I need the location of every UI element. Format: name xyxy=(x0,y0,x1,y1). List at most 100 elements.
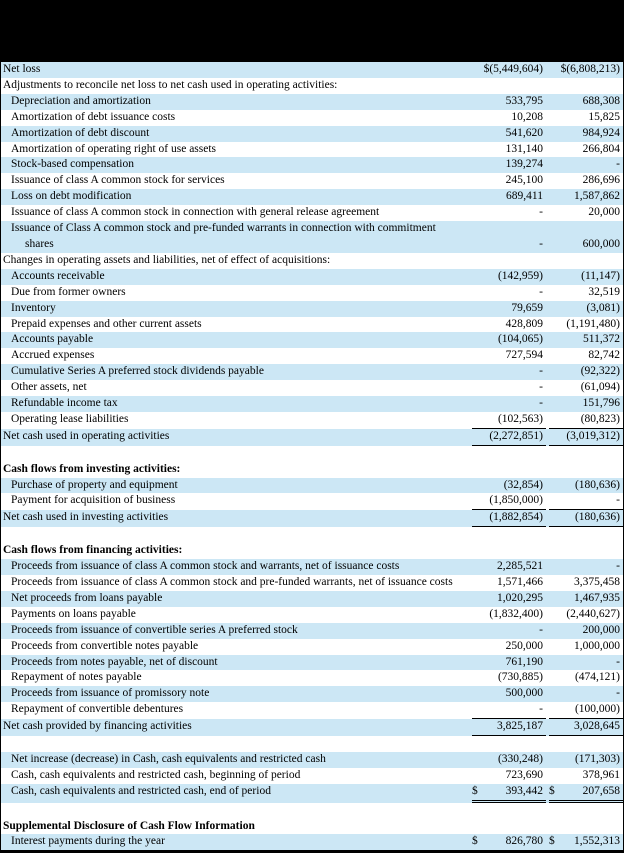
amount-value: - xyxy=(539,285,543,298)
row-label: Repayment of notes payable xyxy=(11,671,142,684)
table-row: Net proceeds from loans payable 1,020,295… xyxy=(1,590,623,607)
amount-value: (92,322) xyxy=(580,365,620,378)
amount-value: (474,121) xyxy=(574,671,620,684)
amount-value: (180,636) xyxy=(574,511,620,524)
table-row: Net cash used in operating activities (2,… xyxy=(1,428,623,446)
row-label: Issuance of class A common stock in conn… xyxy=(11,206,380,219)
row-label: Interest payments during the year xyxy=(11,835,165,848)
amount-value: 1,467,935 xyxy=(574,591,620,604)
row-label: Proceeds from issuance of class A common… xyxy=(11,560,400,573)
amount-value: - xyxy=(539,365,543,378)
amount-cell-col2: (1,191,480) xyxy=(549,317,623,333)
amount-value: 727,594 xyxy=(505,349,543,362)
table-row: Inventory 79,659 (3,081) xyxy=(1,300,623,317)
amount-cell-col1: (330,248) xyxy=(472,752,546,768)
row-label: Purchase of property and equipment xyxy=(11,478,178,491)
amount-value: - xyxy=(616,158,620,171)
amount-cell-col1 xyxy=(472,253,546,269)
amount-value: - xyxy=(616,655,620,668)
table-row: Cash, cash equivalents and restricted ca… xyxy=(1,767,623,784)
row-label: Stock-based compensation xyxy=(11,158,134,171)
amount-cell-col2: 1,467,935 xyxy=(549,591,623,607)
amount-value: - xyxy=(539,623,543,636)
row-label: Changes in operating assets and liabilit… xyxy=(3,253,331,266)
amount-cell-col1: (2,272,851) xyxy=(472,429,546,446)
amount-cell-col2: $(6,808,213) xyxy=(549,62,623,78)
row-label: Payments on loans payable xyxy=(11,607,136,620)
row-label: Net proceeds from loans payable xyxy=(11,591,163,604)
amount-value: 1,020,295 xyxy=(497,591,543,604)
table-row: Net cash provided by financing activitie… xyxy=(1,719,623,737)
amount-cell-col1: 10,208 xyxy=(472,110,546,126)
table-row: Payments on loans payable (1,832,400) (2,4… xyxy=(1,606,623,623)
amount-cell-col2: (11,147) xyxy=(549,269,623,285)
dollar-sign: $ xyxy=(549,784,555,797)
amount-value: (1,832,400) xyxy=(489,607,543,620)
amount-cell-col2: (171,303) xyxy=(549,752,623,768)
row-label: Repayment of convertible debentures xyxy=(11,703,184,716)
amount-value: (180,636) xyxy=(574,478,620,491)
row-label: Operating lease liabilities xyxy=(11,412,129,425)
dollar-sign: $ xyxy=(549,835,555,848)
table-row: Accrued expenses 727,594 82,742 xyxy=(1,348,623,365)
amount-cell-col2 xyxy=(549,543,623,559)
row-label: Refundable income tax xyxy=(11,397,118,410)
row-label: Supplemental Disclosure of Cash Flow Inf… xyxy=(3,819,255,832)
amount-cell-col1: 3,825,187 xyxy=(472,719,546,737)
amount-cell-col2 xyxy=(549,78,623,94)
amount-value: - xyxy=(616,560,620,573)
amount-value: - xyxy=(616,494,620,507)
amount-cell-col1: 131,140 xyxy=(472,142,546,158)
amount-cell-col2: - xyxy=(549,559,623,575)
amount-cell-col1: 1,020,295 xyxy=(472,591,546,607)
amount-value: (2,272,851) xyxy=(489,429,543,442)
table-row: Accounts payable (104,065) 511,372 xyxy=(1,332,623,349)
amount-value: (1,850,000) xyxy=(489,494,543,507)
table-row: Amortization of debt discount 541,620 984,… xyxy=(1,125,623,142)
amount-cell-col1 xyxy=(472,819,546,835)
row-label: Loss on debt modification xyxy=(11,190,132,203)
amount-value: 3,825,187 xyxy=(497,720,543,733)
amount-value: (32,854) xyxy=(503,478,543,491)
amount-value: 428,809 xyxy=(505,317,543,330)
table-row: Net cash used in investing activities (1,… xyxy=(1,510,623,528)
amount-value: 688,308 xyxy=(582,94,620,107)
amount-value: 826,780 xyxy=(505,835,543,848)
table-row: Interest payments during the year $826,78… xyxy=(1,834,623,851)
amount-cell-col1: 250,000 xyxy=(472,639,546,655)
row-label: Net loss xyxy=(3,63,41,75)
amount-value: 1,552,313 xyxy=(574,835,620,848)
row-label: Cash, cash equivalents and restricted ca… xyxy=(11,784,271,797)
row-label: Issuance of Class A common stock and pre… xyxy=(11,222,436,250)
amount-cell-col2: 20,000 xyxy=(549,205,623,221)
amount-value: $(6,808,213) xyxy=(560,63,620,75)
amount-value: 500,000 xyxy=(505,687,543,700)
amount-value: 1,571,466 xyxy=(497,575,543,588)
table-row: Accounts receivable (142,959) (11,147) xyxy=(1,268,623,285)
amount-cell-col1: $393,442 xyxy=(472,784,546,803)
row-label: Adjustments to reconcile net loss to net… xyxy=(3,78,338,91)
amount-value: 266,804 xyxy=(582,142,620,155)
amount-value: 2,285,521 xyxy=(497,560,543,573)
amount-cell-col2: - xyxy=(549,655,623,671)
table-row: Issuance of Class A common stock and pre… xyxy=(1,221,623,253)
amount-cell-col2: - xyxy=(549,157,623,173)
amount-value: (1,191,480) xyxy=(566,317,620,330)
amount-value: (330,248) xyxy=(497,752,543,765)
amount-value: (100,000) xyxy=(574,703,620,716)
amount-value: 20,000 xyxy=(588,206,620,219)
amount-value: (1,882,854) xyxy=(489,511,543,524)
row-label: Proceeds from issuance of class A common… xyxy=(11,575,453,588)
amount-cell-col2: 600,000 xyxy=(549,221,623,253)
row-label: Proceeds from issuance of convertible se… xyxy=(11,623,298,636)
amount-value: 79,659 xyxy=(511,301,543,314)
amount-cell-col1: - xyxy=(472,702,546,720)
amount-value: 131,140 xyxy=(505,142,543,155)
amount-cell-col1: 533,795 xyxy=(472,94,546,110)
amount-value: 984,924 xyxy=(582,126,620,139)
top-black-band xyxy=(0,0,624,62)
row-label: Net cash used in operating activities xyxy=(3,429,170,442)
row-label: Accounts receivable xyxy=(11,269,105,282)
row-label: Due from former owners xyxy=(11,285,126,298)
table-row: Repayment of notes payable (730,885) (474,… xyxy=(1,670,623,687)
